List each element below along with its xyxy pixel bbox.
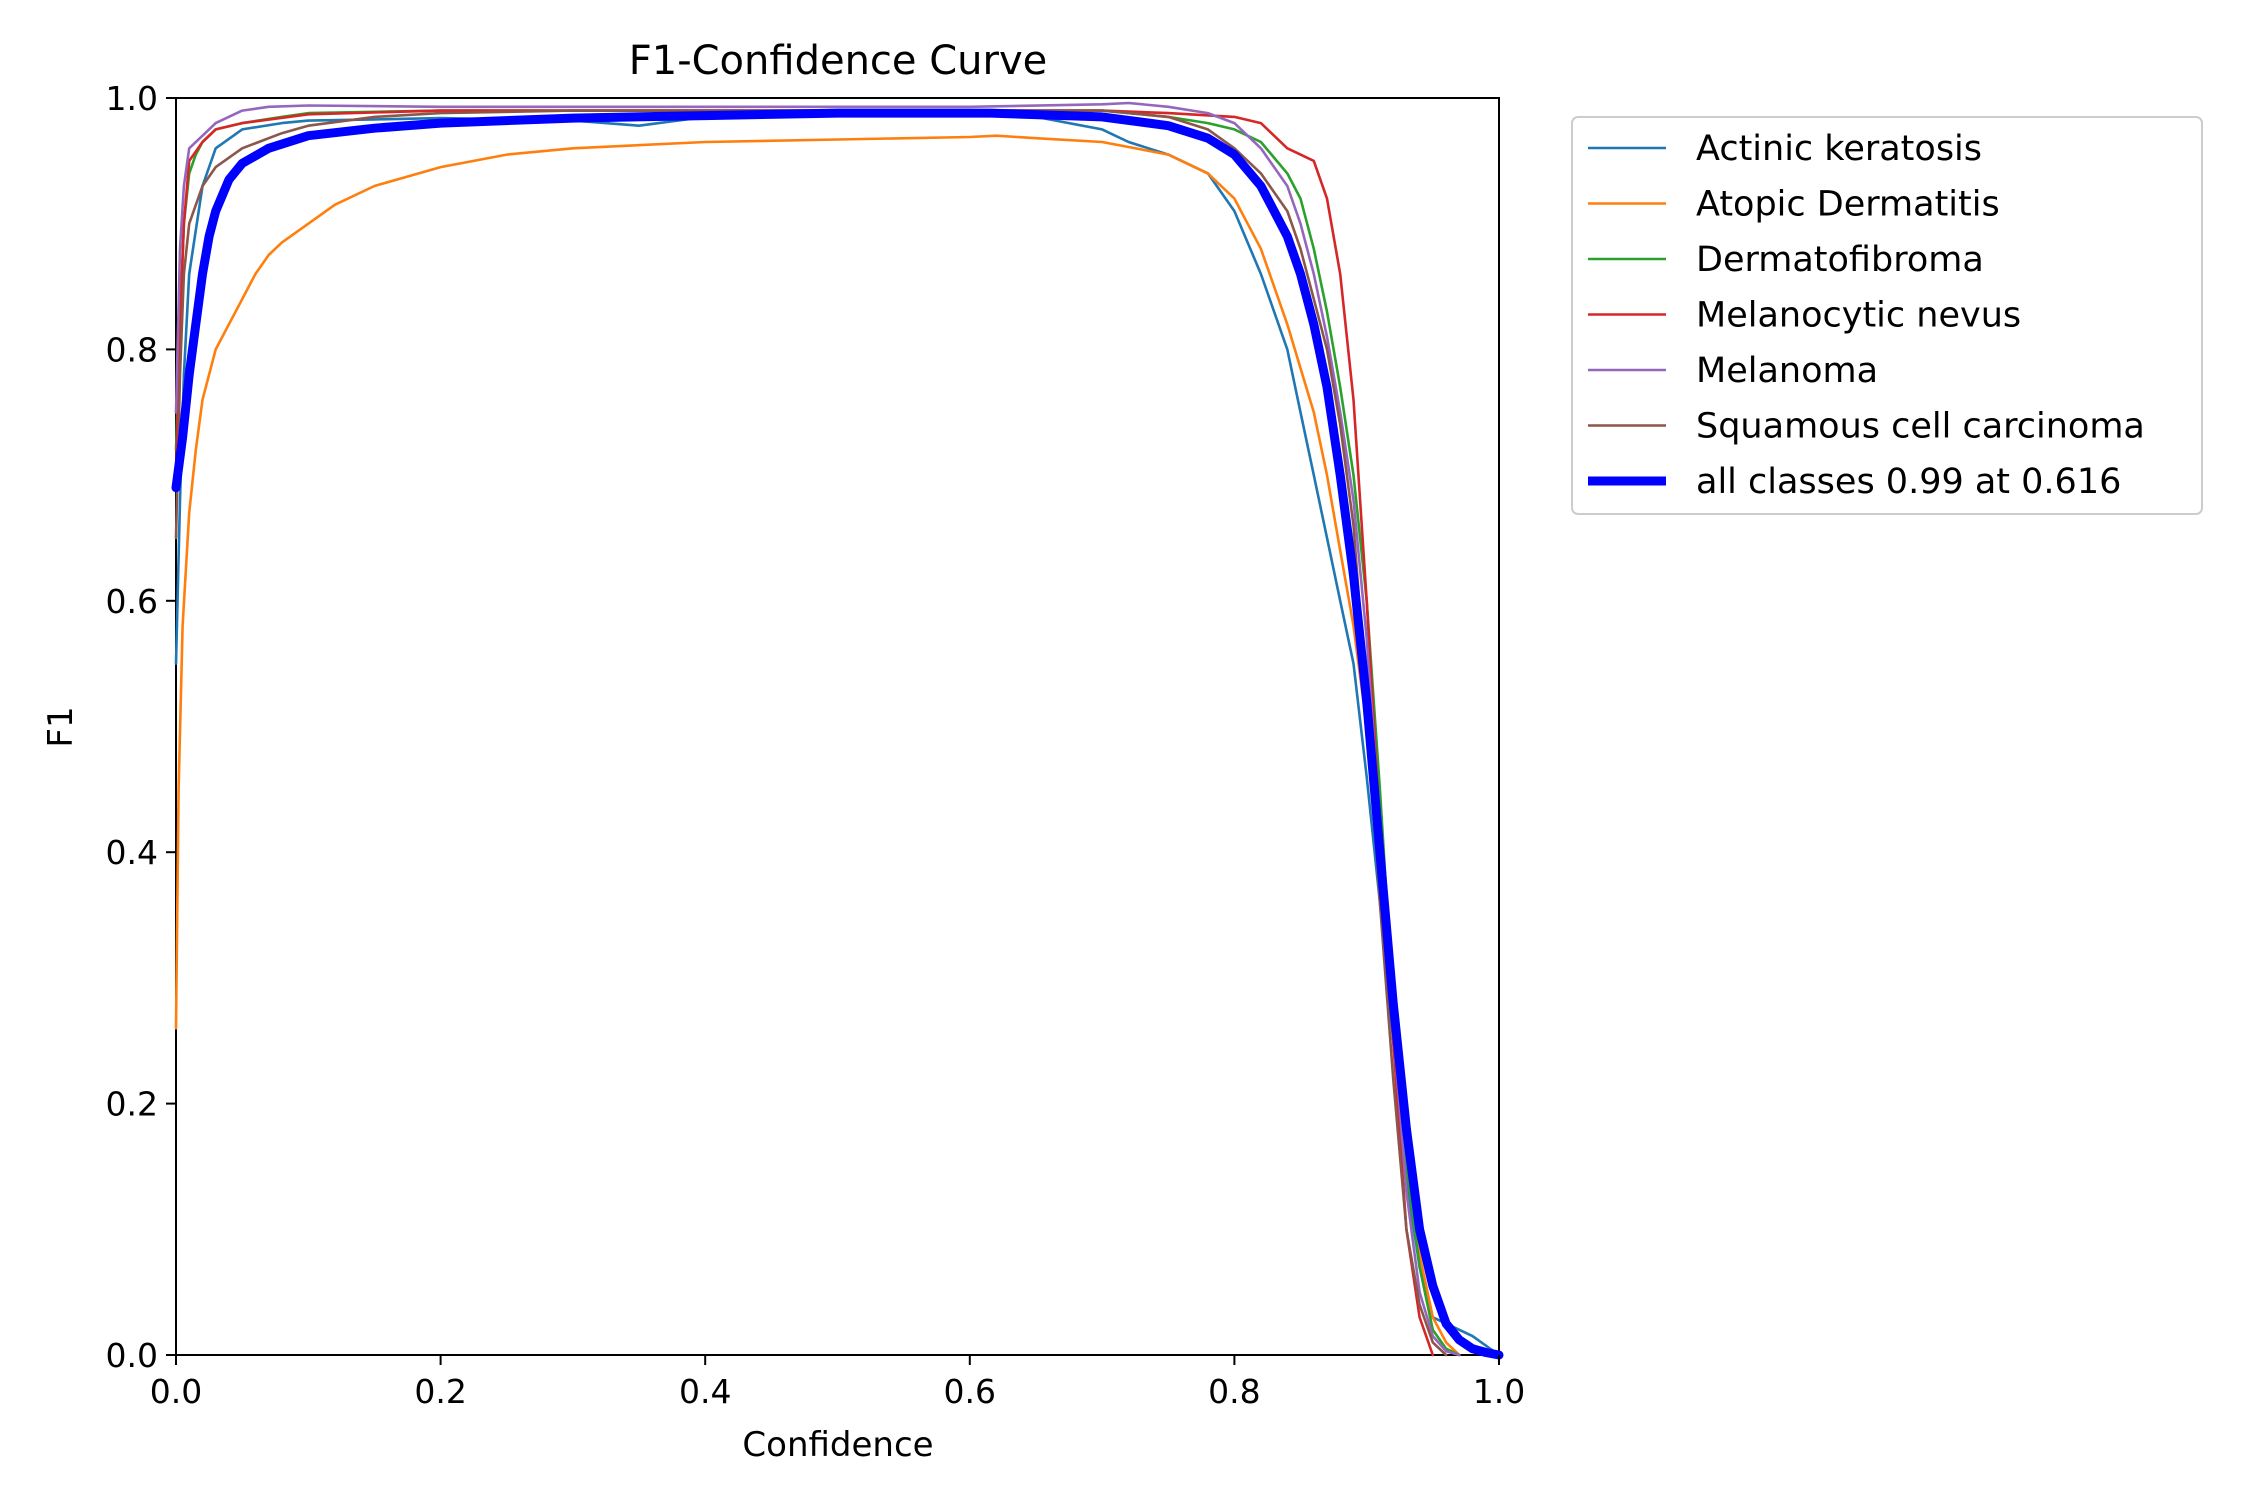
legend-entry-label: Dermatofibroma (1696, 240, 1984, 280)
x-tick-label: 0.0 (150, 1372, 202, 1411)
y-tick-label: 0.4 (106, 833, 158, 872)
y-tick-label: 0.0 (106, 1336, 158, 1375)
chart-title: F1-Confidence Curve (629, 38, 1048, 84)
y-tick-label: 0.2 (106, 1085, 158, 1124)
legend-entry-label: Squamous cell carcinoma (1696, 407, 2145, 447)
plot-frame (175, 97, 1500, 1356)
series-group (171, 101, 1504, 1360)
x-tick-label: 1.0 (1473, 1372, 1525, 1411)
legend-entry-label: Atopic Dermatitis (1696, 185, 2000, 225)
legend-frame (1571, 116, 2203, 515)
legend-entry-label: all classes 0.99 at 0.616 (1696, 462, 2121, 502)
legend-entry-label: Melanocytic nevus (1696, 296, 2021, 336)
y-tick-label: 0.8 (106, 330, 158, 369)
plot-area (171, 97, 1504, 1360)
series-line-melanocytic-nevus (174, 109, 1435, 1357)
series-line-all-classes-0-99-at-0-616 (171, 108, 1504, 1360)
x-tick-label: 0.4 (679, 1372, 731, 1411)
legend: Actinic keratosis Atopic Dermatitis Dermat… (1571, 116, 2203, 515)
y-tick-label: 0.6 (106, 582, 158, 621)
legend-entry-label: Melanoma (1696, 351, 1878, 391)
y-axis-label: F1 (41, 706, 81, 747)
x-tick-label: 0.8 (1208, 1372, 1260, 1411)
x-axis-ticks: 0.0 0.2 0.4 0.6 0.8 1.0 (150, 1355, 1525, 1411)
x-tick-label: 0.2 (414, 1372, 466, 1411)
y-axis-ticks: 0.0 0.2 0.4 0.6 0.8 1.0 (106, 79, 176, 1375)
x-axis-label: Confidence (742, 1425, 933, 1465)
y-tick-label: 1.0 (106, 79, 158, 118)
legend-entry-label: Actinic keratosis (1696, 129, 1982, 169)
x-tick-label: 0.6 (944, 1372, 996, 1411)
